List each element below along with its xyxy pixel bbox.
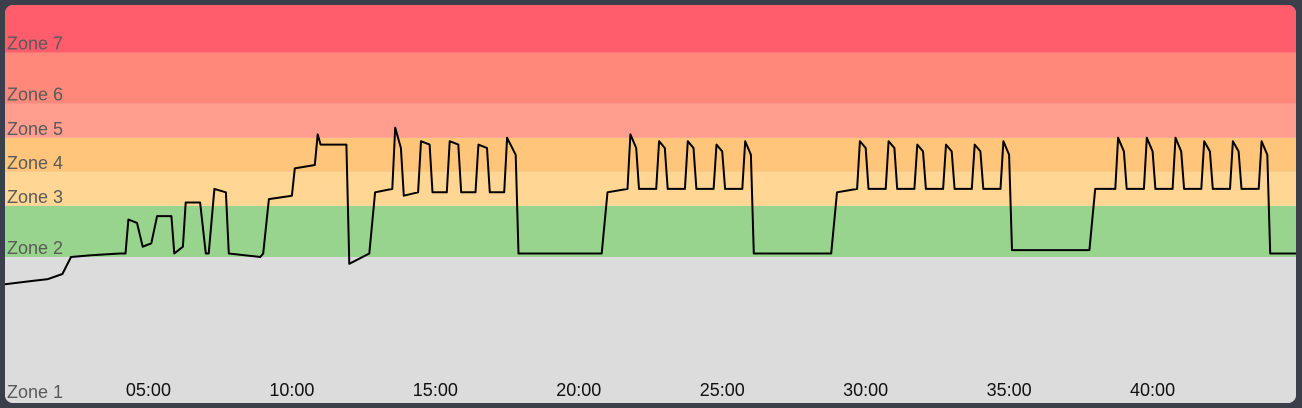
zone-label-6: Zone 6 <box>7 85 63 105</box>
zone-labels: Zone 1 Zone 2 Zone 3 Zone 4 Zone 5 Zone 6 Zone… <box>7 34 63 402</box>
x-tick-label: 40:00 <box>1130 380 1175 400</box>
zone-label-2: Zone 2 <box>7 238 63 258</box>
zone-band-4 <box>5 137 1296 172</box>
zone-band-5 <box>5 103 1296 138</box>
x-tick-label: 25:00 <box>700 380 745 400</box>
x-tick-label: 35:00 <box>987 380 1032 400</box>
x-axis-ticks: 05:00 10:00 15:00 20:00 25:00 30:00 35:00 40:00 <box>126 380 1175 400</box>
power-zone-chart: Zone 1 Zone 2 Zone 3 Zone 4 Zone 5 Zone 6 Zone… <box>5 5 1296 403</box>
x-tick-label: 15:00 <box>413 380 458 400</box>
zone-label-5: Zone 5 <box>7 119 63 139</box>
zone-bands <box>5 5 1296 403</box>
zone-band-1 <box>5 256 1296 403</box>
zone-label-1: Zone 1 <box>7 382 63 402</box>
x-tick-label: 30:00 <box>843 380 888 400</box>
x-tick-label: 10:00 <box>269 380 314 400</box>
x-tick-label: 05:00 <box>126 380 171 400</box>
zone-band-7 <box>5 5 1296 53</box>
x-tick-label: 20:00 <box>556 380 601 400</box>
zone-band-6 <box>5 52 1296 104</box>
power-series-line <box>5 126 1296 286</box>
chart-svg: Zone 1 Zone 2 Zone 3 Zone 4 Zone 5 Zone 6 Zone… <box>5 5 1296 403</box>
zone-label-3: Zone 3 <box>7 187 63 207</box>
zone-band-2 <box>5 205 1296 257</box>
zone-label-7: Zone 7 <box>7 34 63 54</box>
zone-label-4: Zone 4 <box>7 153 63 173</box>
